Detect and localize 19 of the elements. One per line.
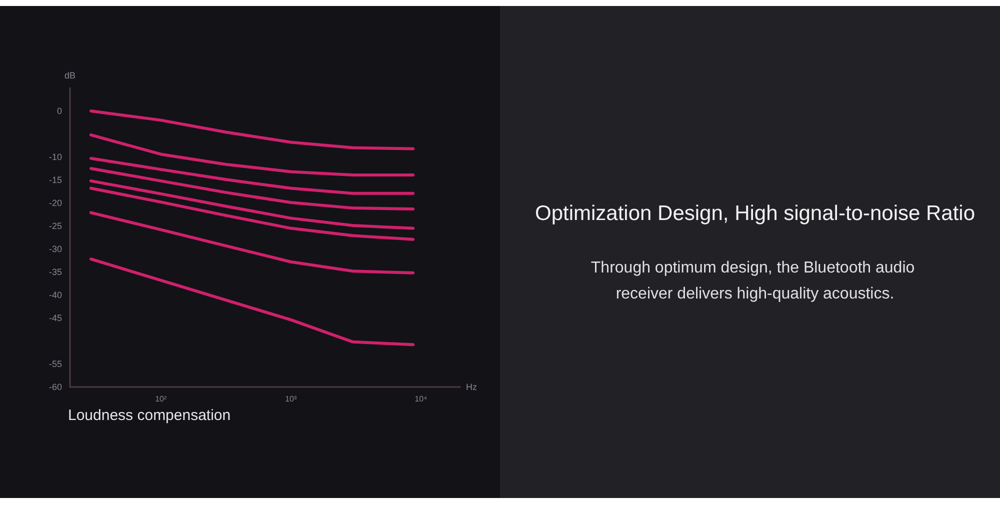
y-tick-label: -10 [48,152,62,162]
y-tick-label: -20 [48,198,62,208]
y-tick-label: -55 [48,359,62,369]
x-tick-label: 10⁴ [414,394,428,404]
y-tick-label: -15 [48,175,62,185]
x-tick-label: 10³ [285,394,297,404]
y-tick-label: -35 [48,267,62,277]
text: Loudness compensation [68,407,231,424]
y-tick-label: -60 [48,382,62,392]
y-tick-label: 0 [56,106,62,116]
y-axis-title: dB [64,70,76,80]
y-tick-label: -30 [48,244,62,254]
y-tick-label: -40 [48,290,62,300]
text: Optimization Design, High signal-to-noise Ratio [534,202,976,225]
y-tick-label: -45 [48,313,62,323]
y-tick-label: -25 [48,221,62,231]
text: Through optimum design, the Bluetooth audio receiver delivers high-quality acoustics. [590,260,920,302]
x-tick-label: 10² [155,394,167,404]
x-axis-title: Hz [466,382,478,392]
